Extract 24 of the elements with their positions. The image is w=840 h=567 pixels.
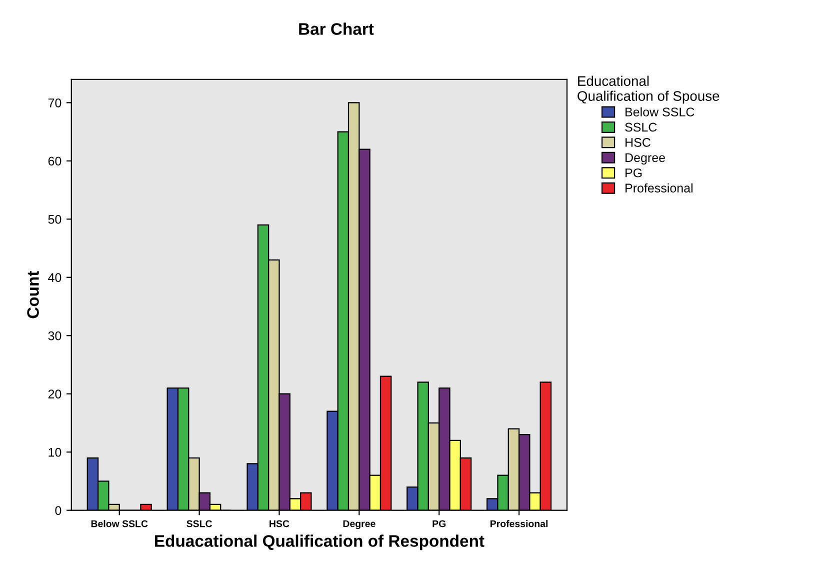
y-tick-label: 10	[48, 448, 62, 457]
y-tick-label: 60	[48, 156, 62, 166]
y-tick-label: 70	[48, 98, 62, 108]
x-tick-label: Degree	[343, 520, 376, 530]
legend-label: PG	[626, 168, 642, 178]
y-tick-label: 0	[55, 506, 62, 515]
legend-label: HSC	[626, 138, 650, 147]
y-tick-label: 30	[48, 331, 62, 340]
x-tick-label: Professional	[490, 520, 548, 528]
y-axis-title: Count	[27, 270, 39, 318]
y-tick-label: 20	[48, 390, 62, 398]
y-tick-label: 40	[48, 273, 62, 282]
x-axis-title: Eduacational Qualification of Respondent	[155, 534, 484, 550]
chart-title: Bar Chart	[299, 22, 374, 35]
y-tick-label: 50	[48, 214, 62, 224]
x-tick-label: Below SSLC	[91, 520, 148, 528]
x-tick-label: HSC	[270, 520, 290, 528]
legend-label: SSLC	[625, 122, 657, 132]
legend-title: Educational Qualification of Spouse	[578, 76, 720, 104]
legend-label: Below SSLC	[626, 107, 694, 116]
x-tick-label: PG	[432, 520, 446, 528]
legend-label: Degree	[626, 153, 665, 165]
legend-label: Professional	[626, 183, 692, 193]
x-tick-label: SSLC	[186, 520, 212, 528]
